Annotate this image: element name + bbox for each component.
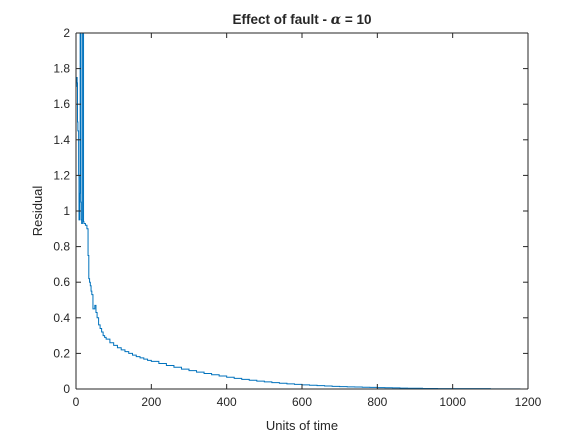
y-axis-label: Residual: [30, 186, 45, 237]
chart-title-prefix: Effect of fault -: [232, 12, 330, 27]
x-tick-label: 1200: [515, 395, 542, 409]
y-tick-label: 1.6: [53, 97, 70, 111]
x-axis-label: Units of time: [266, 418, 338, 433]
y-tick-label: 2: [63, 26, 70, 40]
y-tick-label: 1.2: [53, 168, 70, 182]
x-tick-label: 600: [292, 395, 312, 409]
chart-title-symbol: α: [331, 12, 342, 28]
y-tick-label: 1.4: [53, 133, 70, 147]
plot-area: [76, 33, 528, 389]
chart-title-suffix: = 10: [341, 12, 371, 27]
x-tick-label: 200: [141, 395, 161, 409]
x-tick-label: 400: [217, 395, 237, 409]
x-tick-label: 0: [73, 395, 80, 409]
y-tick-label: 0.4: [53, 311, 70, 325]
x-tick-label: 800: [367, 395, 387, 409]
y-tick-label: 0: [63, 382, 70, 396]
y-tick-label: 0.2: [53, 346, 70, 360]
chart-title: Effect of fault - α = 10: [232, 12, 371, 28]
y-tick-label: 1: [63, 204, 70, 218]
y-tick-label: 1.8: [53, 62, 70, 76]
series-layer: [76, 33, 521, 389]
y-tick-label: 0.8: [53, 240, 70, 254]
y-tick-label: 0.6: [53, 275, 70, 289]
series-line-1: [76, 33, 521, 389]
x-tick-label: 1000: [439, 395, 466, 409]
tick-layer: 0 200 400 600 800 1000 1200 0 0.2 0.4 0.6 0.8 1 1.2 1.…: [53, 26, 541, 409]
